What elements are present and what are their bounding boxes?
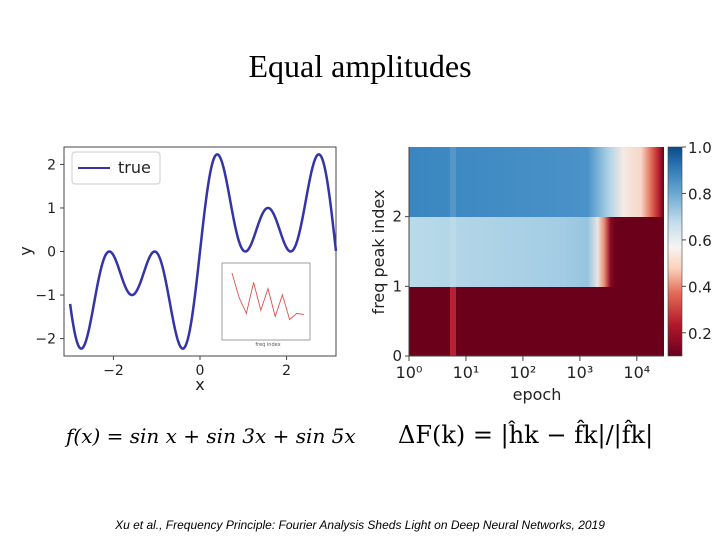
heatmap-stripe	[450, 147, 456, 356]
function-plot: −2 0 2 −2 −1 0 1 2 x y true freq index	[16, 146, 338, 394]
heatmap-y-axis-label: freq peak index	[369, 190, 388, 315]
heatmap-stripe-row1	[450, 287, 456, 356]
heatmap-row-2	[409, 217, 664, 287]
heatmap-x-tick-label: 10¹	[453, 363, 480, 382]
formula-left: f(x) = sin x + sin 3x + sin 5x	[66, 424, 356, 448]
colorbar-tick-label: 0.8	[688, 185, 712, 203]
left-x-axis-label: x	[195, 375, 204, 394]
colorbar	[667, 146, 683, 357]
left-y-tick-label: −2	[35, 332, 56, 348]
slide-title: Equal amplitudes	[248, 48, 472, 84]
inset-error-line	[231, 272, 305, 321]
heatmap-x-axis-label: epoch	[513, 385, 562, 404]
legend-box	[71, 151, 161, 185]
heatmap-row-1	[409, 287, 664, 356]
inset-plot: freq index	[221, 262, 311, 348]
left-y-axis-label: y	[16, 246, 35, 255]
heatmap-x-tick-label: 10⁰	[396, 363, 423, 382]
heatmap-x-tick-label: 10²	[510, 363, 537, 382]
colorbar-tick-label: 0.4	[688, 278, 712, 296]
true-series-line	[68, 153, 338, 350]
citation-text: , Frequency Principle: Fourier Analysis …	[159, 518, 605, 532]
formula-right-text: ΔF(k) = |ĥk − f̂k|/|f̂k|	[398, 421, 654, 449]
formula-right: ΔF(k) = |ĥk − f̂k|/|f̂k|	[398, 421, 653, 449]
left-y-tick-label: 1	[47, 201, 56, 217]
citation: Xu et al., Frequency Principle: Fourier …	[0, 518, 720, 532]
colorbar-tick-label: 0.2	[688, 325, 712, 343]
heatmap-y-tick-label: 1	[392, 277, 402, 295]
heatmap-plot: 10⁰ 10¹ 10² 10³ 10⁴ 0 1 2 epoch freq peak inde…	[369, 139, 712, 404]
left-y-tick-label: 2	[47, 157, 56, 173]
colorbar-tick-label: 1.0	[688, 139, 712, 157]
heatmap-x-tick-label: 10³	[566, 363, 593, 382]
citation-authors: Xu et al.	[115, 518, 160, 532]
legend-label-true: true	[118, 158, 151, 177]
left-y-tick-label: 0	[47, 245, 56, 261]
left-x-tick-label: 0	[196, 363, 205, 379]
inset-x-axis-label: freq index	[255, 342, 280, 348]
formula-left-text: f(x) = sin x + sin 3x + sin 5x	[66, 424, 356, 448]
heatmap-y-tick-label: 2	[392, 208, 402, 226]
heatmap-x-tick-label: 10⁴	[623, 363, 650, 382]
left-x-tick-label: 2	[282, 363, 291, 379]
heatmap-y-tick-label: 0	[392, 347, 402, 365]
heatmap-row-3	[409, 147, 664, 217]
left-y-tick-label: −1	[35, 288, 56, 304]
legend: true	[71, 151, 161, 185]
inset-frame	[221, 262, 311, 341]
colorbar-tick-label: 0.6	[688, 232, 712, 250]
left-x-tick-label: −2	[103, 363, 124, 379]
